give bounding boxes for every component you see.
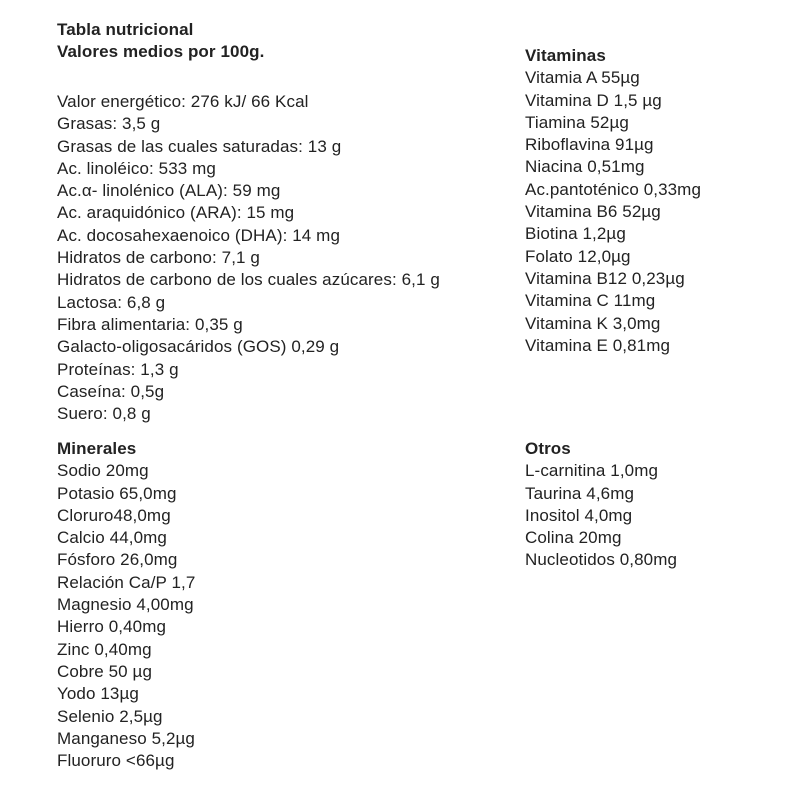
mineral-row: Sodio 20mg: [57, 461, 149, 481]
vitamin-row: Vitamina C 11mg: [525, 291, 656, 311]
vitamins-section: Vitaminas Vitamia A 55µg Vitamina D 1,5 µ…: [525, 45, 701, 357]
vitamin-row: Vitamina B6 52µg: [525, 202, 661, 222]
vitamin-row: Vitamina D 1,5 µg: [525, 90, 662, 110]
vitamin-row: Tiamina 52µg: [525, 112, 629, 132]
macronutrient-row: Hidratos de carbono: 7,1 g: [57, 248, 260, 268]
other-nutrient-row: Taurina 4,6mg: [525, 483, 635, 503]
others-list: L-carnitina 1,0mg Taurina 4,6mg Inositol 4…: [525, 460, 677, 571]
macronutrient-row: Caseína: 0,5g: [57, 381, 165, 401]
other-nutrient-row: Nucleotidos 0,80mg: [525, 550, 678, 570]
macronutrient-row: Valor energético: 276 kJ/ 66 Kcal: [57, 92, 309, 111]
others-section: Otros L-carnitina 1,0mg Taurina 4,6mg Inos…: [525, 438, 677, 572]
vitamin-row: Biotina 1,2µg: [525, 224, 626, 244]
macronutrient-row: Fibra alimentaria: 0,35 g: [57, 314, 243, 334]
minerals-list: Sodio 20mg Potasio 65,0mg Cloruro48,0mg Cal…: [57, 460, 195, 772]
macronutrient-row: Galacto-oligosacáridos (GOS) 0,29 g: [57, 337, 340, 357]
page-subtitle: Valores medios por 100g.: [57, 42, 265, 62]
macronutrient-row: Proteínas: 1,3 g: [57, 359, 179, 379]
macronutrient-row: Lactosa: 6,8 g: [57, 292, 166, 312]
macronutrient-row: Suero: 0,8 g: [57, 404, 151, 424]
vitamin-row: Vitamia A 55µg: [525, 68, 640, 88]
macronutrient-row: Ac.α- linolénico (ALA): 59 mg: [57, 181, 281, 201]
macronutrients-list: Valor energético: 276 kJ/ 66 Kcal Grasas:…: [57, 91, 440, 425]
macronutrient-row: Ac. linoléico: 533 mg: [57, 158, 216, 178]
vitamin-row: Vitamina B12 0,23µg: [525, 268, 685, 288]
minerals-section: Minerales Sodio 20mg Potasio 65,0mg Clorur…: [57, 438, 195, 772]
vitamins-list: Vitamia A 55µg Vitamina D 1,5 µg Tiamina 5…: [525, 67, 701, 357]
vitamin-row: Niacina 0,51mg: [525, 157, 645, 177]
minerals-heading: Minerales: [57, 439, 137, 458]
mineral-row: Relación Ca/P 1,7: [57, 572, 196, 592]
mineral-row: Yodo 13µg: [57, 684, 139, 704]
other-nutrient-row: L-carnitina 1,0mg: [525, 461, 659, 481]
macronutrient-row: Grasas: 3,5 g: [57, 114, 161, 134]
mineral-row: Manganeso 5,2µg: [57, 728, 195, 748]
vitamin-row: Vitamina E 0,81mg: [525, 335, 671, 355]
mineral-row: Potasio 65,0mg: [57, 483, 177, 503]
macronutrient-row: Ac. docosahexaenoico (DHA): 14 mg: [57, 225, 340, 245]
others-heading: Otros: [525, 439, 571, 458]
mineral-row: Selenio 2,5µg: [57, 706, 163, 726]
vitamin-row: Vitamina K 3,0mg: [525, 313, 661, 333]
table-header: Tabla nutricional Valores medios por 100…: [57, 19, 264, 64]
vitamin-row: Ac.pantoténico 0,33mg: [525, 179, 701, 199]
other-nutrient-row: Inositol 4,0mg: [525, 505, 633, 525]
vitamin-row: Folato 12,0µg: [525, 246, 631, 266]
mineral-row: Zinc 0,40mg: [57, 639, 152, 659]
mineral-row: Hierro 0,40mg: [57, 617, 167, 637]
mineral-row: Fósforo 26,0mg: [57, 550, 178, 570]
mineral-row: Calcio 44,0mg: [57, 528, 167, 548]
page-title: Tabla nutricional: [57, 20, 194, 39]
vitamin-row: Riboflavina 91µg: [525, 135, 654, 155]
other-nutrient-row: Colina 20mg: [525, 528, 622, 548]
macronutrient-row: Ac. araquidónico (ARA): 15 mg: [57, 203, 295, 223]
mineral-row: Fluoruro <66µg: [57, 751, 175, 771]
macronutrient-row: Hidratos de carbono de los cuales azúcar…: [57, 270, 440, 290]
vitamins-heading: Vitaminas: [525, 46, 606, 65]
mineral-row: Cloruro48,0mg: [57, 505, 171, 525]
mineral-row: Magnesio 4,00mg: [57, 595, 194, 615]
mineral-row: Cobre 50 µg: [57, 661, 153, 681]
macronutrient-row: Grasas de las cuales saturadas: 13 g: [57, 136, 342, 156]
